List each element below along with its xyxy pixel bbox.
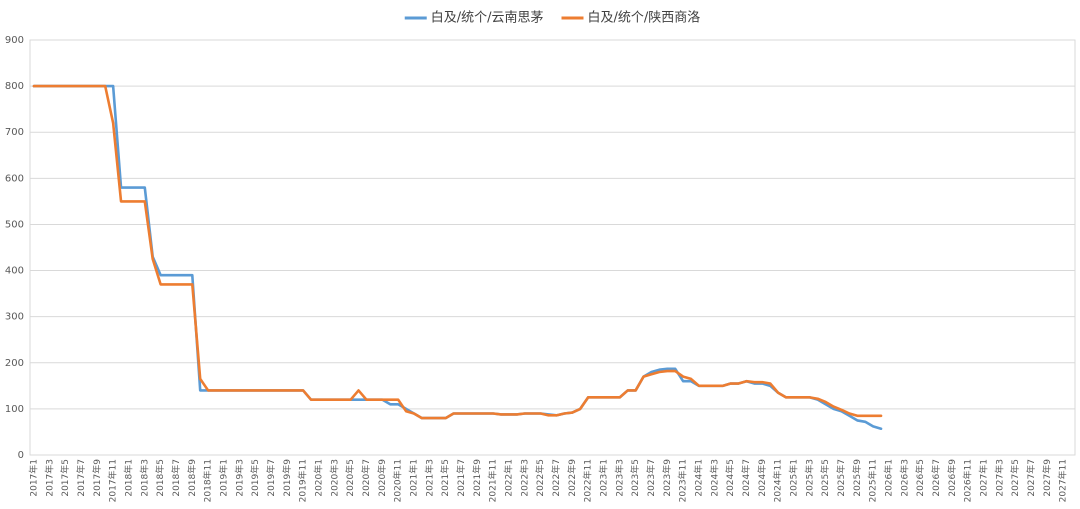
y-tick-label: 800	[5, 81, 24, 92]
x-tick-label: 2020年3	[328, 459, 340, 497]
x-tick-label: 2027年11	[1057, 459, 1069, 502]
y-tick-label: 700	[5, 127, 24, 138]
x-tick-label: 2027年9	[1041, 459, 1053, 497]
x-tick-label: 2023年11	[677, 459, 689, 502]
y-tick-label: 200	[5, 358, 24, 369]
x-tick-label: 2021年11	[487, 459, 499, 502]
x-tick-label: 2025年11	[867, 459, 879, 502]
x-tick-label: 2024年11	[772, 459, 784, 502]
x-tick-label: 2025年5	[819, 459, 831, 497]
x-tick-label: 2021年5	[439, 459, 451, 497]
x-tick-label: 2023年7	[645, 459, 657, 497]
legend-text: 白及/统个/云南思茅	[431, 10, 544, 26]
x-tick-label: 2017年1	[27, 459, 39, 497]
x-tick-label: 2026年11	[962, 459, 974, 502]
y-tick-label: 100	[5, 404, 24, 415]
x-tick-label: 2021年1	[407, 459, 419, 497]
x-tick-label: 2022年3	[518, 459, 530, 497]
x-tick-label: 2021年3	[423, 459, 435, 497]
x-tick-label: 2026年7	[930, 459, 942, 497]
x-tick-label: 2022年7	[550, 459, 562, 497]
y-tick-label: 500	[5, 219, 24, 230]
x-tick-label: 2017年9	[91, 459, 103, 497]
x-tick-label: 2027年7	[1025, 459, 1037, 497]
x-tick-label: 2020年1	[312, 459, 324, 497]
x-tick-label: 2017年5	[59, 459, 71, 497]
x-tick-label: 2024年1	[692, 459, 704, 497]
x-tick-label: 2023年9	[661, 459, 673, 497]
x-tick-label: 2022年5	[534, 459, 546, 497]
y-tick-label: 300	[5, 312, 24, 323]
x-tick-label: 2017年7	[75, 459, 87, 497]
x-tick-label: 2027年3	[993, 459, 1005, 497]
x-tick-label: 2018年1	[122, 459, 134, 497]
x-tick-label: 2024年5	[724, 459, 736, 497]
x-tick-label: 2020年11	[392, 459, 404, 502]
y-tick-label: 0	[18, 450, 24, 461]
x-tick-label: 2026年5	[914, 459, 926, 497]
x-tick-label: 2025年9	[851, 459, 863, 497]
x-tick-label: 2018年11	[202, 459, 214, 502]
x-tick-label: 2018年7	[170, 459, 182, 497]
y-tick-label: 400	[5, 266, 24, 277]
x-tick-label: 2019年9	[281, 459, 293, 497]
x-tick-label: 2022年11	[582, 459, 594, 502]
y-tick-label: 600	[5, 173, 24, 184]
x-tick-label: 2018年9	[186, 459, 198, 497]
x-tick-label: 2017年3	[43, 459, 55, 497]
x-tick-label: 2021年7	[455, 459, 467, 497]
x-tick-label: 2025年3	[803, 459, 815, 497]
x-tick-label: 2025年7	[835, 459, 847, 497]
x-tick-label: 2022年9	[566, 459, 578, 497]
series-line	[32, 84, 883, 420]
x-tick-label: 2017年11	[107, 459, 119, 502]
legend-text: 白及/统个/陕西商洛	[588, 10, 701, 26]
x-tick-label: 2020年9	[376, 459, 388, 497]
x-tick-label: 2027年1	[977, 459, 989, 497]
x-tick-label: 2023年3	[613, 459, 625, 497]
x-tick-label: 2019年1	[217, 459, 229, 497]
x-tick-label: 2025年1	[787, 459, 799, 497]
x-tick-label: 2027年5	[1009, 459, 1021, 497]
x-tick-label: 2019年5	[249, 459, 261, 497]
x-tick-label: 2018年3	[138, 459, 150, 497]
x-tick-label: 2023年5	[629, 459, 641, 497]
x-tick-label: 2019年3	[233, 459, 245, 497]
x-tick-label: 2026年1	[882, 459, 894, 497]
plot-area	[29, 39, 1076, 456]
x-tick-label: 2018年5	[154, 459, 166, 497]
x-tick-label: 2021年9	[471, 459, 483, 497]
x-tick-label: 2024年7	[740, 459, 752, 497]
y-tick-label: 900	[5, 35, 24, 46]
x-tick-label: 2019年11	[297, 459, 309, 502]
x-tick-label: 2020年7	[360, 459, 372, 497]
series-line	[32, 84, 883, 431]
x-tick-label: 2026年9	[946, 459, 958, 497]
x-tick-label: 2019年7	[265, 459, 277, 497]
x-tick-label: 2026年3	[898, 459, 910, 497]
x-tick-label: 2020年5	[344, 459, 356, 497]
x-tick-label: 2024年9	[756, 459, 768, 497]
x-tick-label: 2022年1	[502, 459, 514, 497]
x-tick-label: 2024年3	[708, 459, 720, 497]
x-tick-label: 2023年1	[597, 459, 609, 497]
